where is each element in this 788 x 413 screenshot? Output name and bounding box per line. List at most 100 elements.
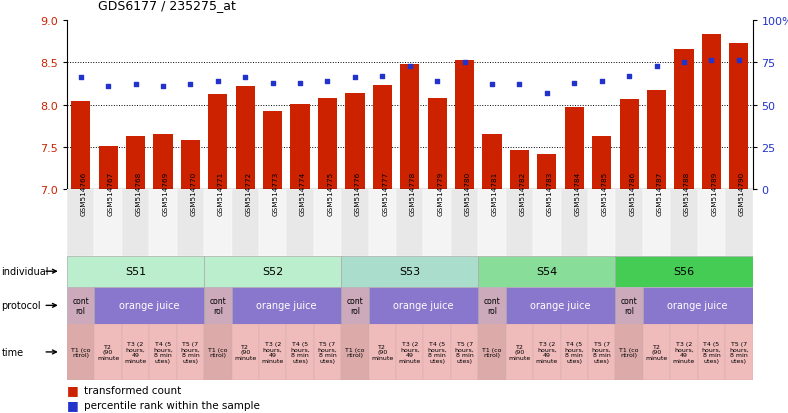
Bar: [451, 324, 478, 380]
Bar: [697, 190, 725, 256]
Point: [733, 58, 745, 64]
Point: [184, 82, 197, 88]
Point: [211, 78, 224, 85]
Bar: [451, 190, 478, 256]
Text: S52: S52: [262, 266, 283, 277]
Bar: [341, 324, 369, 380]
Bar: [423, 324, 451, 380]
Bar: [702, 35, 721, 190]
Point: [129, 82, 142, 88]
Bar: [533, 190, 560, 256]
Text: ■: ■: [67, 384, 79, 396]
Point: [705, 58, 718, 64]
Bar: [619, 100, 639, 190]
Text: orange juice: orange juice: [256, 301, 317, 311]
Bar: [95, 190, 122, 256]
Bar: [369, 324, 396, 380]
Bar: [428, 99, 447, 190]
Bar: [67, 287, 95, 324]
Bar: [565, 108, 584, 190]
Text: GSM514766: GSM514766: [80, 171, 87, 215]
Bar: [286, 324, 314, 380]
Text: GSM514775: GSM514775: [328, 171, 333, 215]
Text: GSM514789: GSM514789: [712, 171, 717, 215]
Text: GSM514771: GSM514771: [217, 171, 224, 215]
Point: [459, 60, 471, 66]
Text: GSM514769: GSM514769: [163, 171, 169, 215]
Text: GDS6177 / 235275_at: GDS6177 / 235275_at: [98, 0, 236, 12]
Bar: [560, 324, 588, 380]
Bar: [396, 324, 423, 380]
Bar: [236, 87, 255, 190]
Text: T4 (5
hours,
8 min
utes): T4 (5 hours, 8 min utes): [564, 341, 584, 363]
Bar: [697, 324, 725, 380]
Bar: [455, 60, 474, 190]
Bar: [204, 190, 232, 256]
Bar: [122, 324, 149, 380]
Bar: [126, 137, 145, 190]
Text: T5 (7
hours,
8 min
utes): T5 (7 hours, 8 min utes): [455, 341, 474, 363]
Text: GSM514778: GSM514778: [410, 171, 416, 215]
Text: T1 (co
ntrol): T1 (co ntrol): [619, 347, 639, 358]
Text: GSM514772: GSM514772: [245, 171, 251, 215]
Bar: [341, 190, 369, 256]
Bar: [259, 190, 286, 256]
Bar: [180, 141, 200, 190]
Bar: [204, 256, 341, 287]
Text: GSM514780: GSM514780: [465, 171, 470, 215]
Text: T5 (7
hours,
8 min
utes): T5 (7 hours, 8 min utes): [729, 341, 749, 363]
Bar: [67, 256, 204, 287]
Text: GSM514768: GSM514768: [136, 171, 142, 215]
Text: time: time: [2, 347, 24, 357]
Point: [678, 60, 690, 66]
Text: protocol: protocol: [2, 301, 41, 311]
Bar: [725, 190, 753, 256]
Point: [157, 83, 169, 90]
Bar: [204, 324, 232, 380]
Bar: [341, 256, 478, 287]
Bar: [177, 190, 204, 256]
Text: orange juice: orange juice: [119, 301, 180, 311]
Point: [485, 82, 498, 88]
Text: GSM514777: GSM514777: [382, 171, 388, 215]
Text: T5 (7
hours,
8 min
utes): T5 (7 hours, 8 min utes): [180, 341, 200, 363]
Text: T4 (5
hours,
8 min
utes): T4 (5 hours, 8 min utes): [153, 341, 173, 363]
Bar: [314, 190, 341, 256]
Bar: [259, 324, 286, 380]
Bar: [533, 324, 560, 380]
Bar: [588, 190, 615, 256]
Point: [266, 80, 279, 87]
Text: T1 (co
ntrol): T1 (co ntrol): [345, 347, 365, 358]
Bar: [263, 111, 282, 190]
Text: individual: individual: [2, 266, 49, 277]
Bar: [506, 324, 533, 380]
Text: T1 (co
ntrol): T1 (co ntrol): [208, 347, 228, 358]
Bar: [478, 256, 615, 287]
Text: GSM514784: GSM514784: [574, 171, 580, 215]
Text: GSM514782: GSM514782: [519, 171, 526, 215]
Bar: [71, 102, 91, 190]
Text: GSM514788: GSM514788: [684, 171, 690, 215]
Point: [513, 82, 526, 88]
Bar: [647, 91, 666, 190]
Bar: [154, 135, 173, 190]
Bar: [506, 287, 615, 324]
Bar: [423, 190, 451, 256]
Point: [294, 80, 307, 87]
Text: T3 (2
hours,
49
minute: T3 (2 hours, 49 minute: [536, 341, 558, 363]
Text: T4 (5
hours,
8 min
utes): T4 (5 hours, 8 min utes): [290, 341, 310, 363]
Text: T3 (2
hours,
49
minute: T3 (2 hours, 49 minute: [673, 341, 695, 363]
Bar: [95, 324, 122, 380]
Bar: [560, 190, 588, 256]
Bar: [232, 287, 341, 324]
Point: [650, 63, 663, 70]
Point: [348, 75, 361, 81]
Text: S51: S51: [125, 266, 146, 277]
Bar: [286, 190, 314, 256]
Bar: [291, 104, 310, 190]
Text: orange juice: orange juice: [530, 301, 591, 311]
Text: T4 (5
hours,
8 min
utes): T4 (5 hours, 8 min utes): [427, 341, 447, 363]
Text: T2
(90
minute: T2 (90 minute: [234, 344, 256, 361]
Bar: [208, 95, 228, 190]
Bar: [318, 99, 337, 190]
